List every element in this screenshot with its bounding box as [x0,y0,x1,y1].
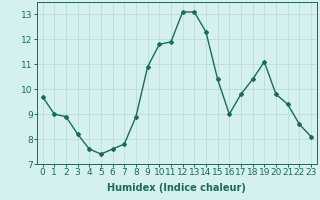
X-axis label: Humidex (Indice chaleur): Humidex (Indice chaleur) [108,183,246,193]
